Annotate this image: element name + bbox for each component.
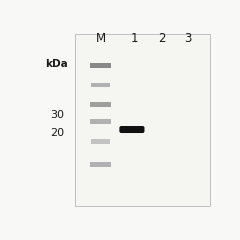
Text: 1: 1 (130, 31, 138, 45)
FancyBboxPatch shape (75, 34, 210, 206)
FancyBboxPatch shape (90, 119, 111, 124)
Text: 2: 2 (158, 31, 166, 45)
FancyBboxPatch shape (91, 139, 110, 144)
FancyBboxPatch shape (90, 102, 111, 107)
Text: kDa: kDa (45, 59, 67, 69)
Text: M: M (96, 31, 106, 45)
Text: 3: 3 (184, 31, 192, 45)
FancyBboxPatch shape (119, 126, 144, 133)
FancyBboxPatch shape (91, 83, 110, 87)
Text: 30: 30 (50, 110, 64, 120)
FancyBboxPatch shape (90, 162, 111, 167)
FancyBboxPatch shape (90, 63, 111, 68)
Text: 20: 20 (50, 128, 64, 138)
